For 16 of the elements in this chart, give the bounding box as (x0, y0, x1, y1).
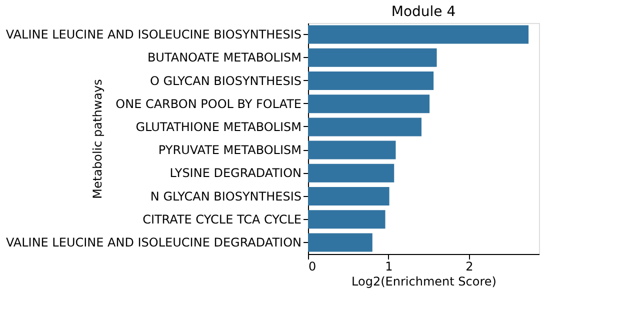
x-tick-label: 0 (308, 260, 316, 274)
chart-title: Module 4 (391, 4, 456, 20)
y-tick-label: VALINE LEUCINE AND ISOLEUCINE DEGRADATION (6, 235, 302, 250)
y-tick-label: LYSINE DEGRADATION (170, 166, 302, 180)
x-axis-title: Log2(Enrichment Score) (352, 274, 496, 288)
y-tick-label: CITRATE CYCLE TCA CYCLE (142, 212, 302, 226)
y-tick-label: O GLYCAN BIOSYNTHESIS (150, 74, 302, 88)
y-tick-label: PYRUVATE METABOLISM (158, 143, 302, 158)
x-tick-label: 1 (385, 260, 393, 274)
y-tick-label: GLUTATHIONE METABOLISM (136, 120, 302, 134)
y-tick-label: ONE CARBON POOL BY FOLATE (116, 96, 302, 111)
x-tick-label: 2 (466, 260, 474, 274)
y-axis-title: Metabolic pathways (90, 79, 104, 199)
y-tick-label: VALINE LEUCINE AND ISOLEUCINE BIOSYNTHESIS (6, 28, 302, 42)
y-tick-label: BUTANOATE METABOLISM (147, 50, 302, 65)
y-tick-label: N GLYCAN BIOSYNTHESIS (150, 189, 302, 204)
